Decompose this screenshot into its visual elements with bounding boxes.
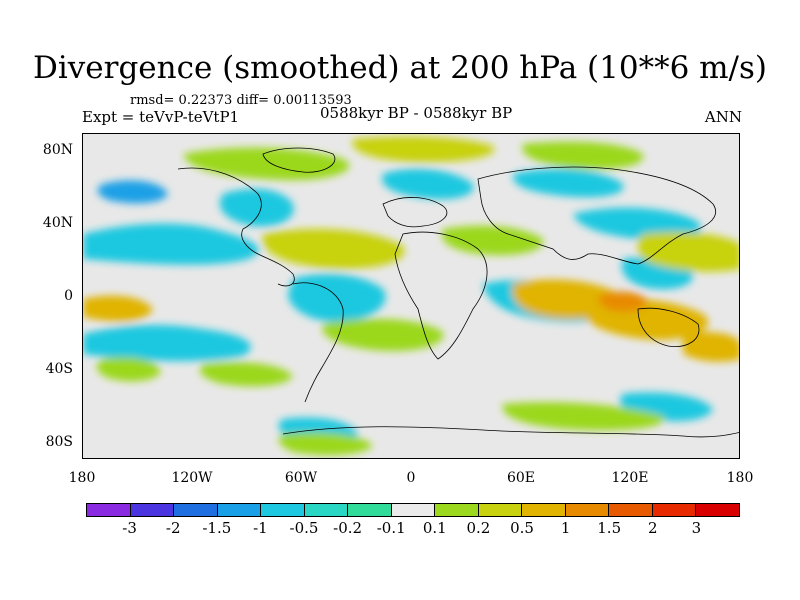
colorbar-label: 0.2 — [466, 519, 491, 537]
colorbar-label: 0.5 — [510, 519, 534, 537]
colorbar-label: -0.5 — [289, 519, 319, 537]
colorbar-label: 2 — [648, 519, 658, 537]
lat-label-80n: 80N — [42, 142, 73, 158]
colorbar-label: 1 — [560, 519, 571, 537]
colorbar-swatch — [565, 504, 610, 516]
colorbar-swatch — [304, 504, 349, 516]
coastlines — [177, 147, 739, 438]
colorbar-swatch — [217, 504, 262, 516]
colorbar-swatch — [522, 504, 566, 516]
colorbar-label: -1.5 — [202, 519, 232, 537]
colorbar-swatch — [391, 504, 436, 516]
colorbar-label: 1.5 — [597, 519, 622, 537]
colorbar-label: -3 — [122, 519, 137, 537]
lat-label-40n: 40N — [42, 215, 73, 231]
lat-label-40s: 40S — [45, 361, 73, 377]
colorbar-swatch — [609, 504, 653, 516]
stats-text: rmsd= 0.22373 diff= 0.00113593 — [130, 93, 352, 108]
colorbar-label: -1 — [253, 519, 268, 537]
lat-label-80s: 80S — [45, 434, 73, 450]
experiment-label: Expt = teVvP-teVtP1 — [82, 108, 240, 126]
colorbar-label: 0.1 — [422, 519, 447, 537]
colorbar-swatch — [435, 504, 479, 516]
map-title: Divergence (smoothed) at 200 hPa (10**6 … — [33, 50, 767, 86]
colorbar-swatch — [261, 504, 305, 516]
colorbar-swatch — [652, 504, 697, 516]
lon-label-180e: 180 — [726, 470, 754, 486]
lon-label-60e: 60E — [506, 470, 536, 486]
colorbar-swatch — [348, 504, 392, 516]
lon-label-180w: 180 — [68, 470, 96, 486]
colorbar-label: -2 — [165, 519, 181, 537]
colorbar-label: -0.1 — [376, 519, 406, 537]
lon-label-120w: 120W — [171, 470, 213, 486]
colorbar-swatch — [87, 504, 131, 516]
colorbar — [86, 503, 740, 517]
colorbar-label: 3 — [691, 519, 702, 537]
colorbar-label: -0.2 — [333, 519, 363, 537]
colorbar-swatch — [130, 504, 175, 516]
period-label: 0588kyr BP - 0588kyr BP — [320, 104, 513, 122]
colorbar-swatch — [174, 504, 218, 516]
season-label: ANN — [704, 108, 742, 126]
colorbar-swatch — [478, 504, 523, 516]
map-field — [83, 134, 739, 458]
colorbar-swatch — [696, 504, 739, 516]
lat-label-0: 0 — [64, 288, 73, 304]
lon-label-60w: 60W — [284, 470, 318, 486]
divergence-map — [82, 133, 740, 459]
lon-label-120e: 120E — [611, 470, 649, 486]
lon-label-0: 0 — [406, 470, 416, 486]
